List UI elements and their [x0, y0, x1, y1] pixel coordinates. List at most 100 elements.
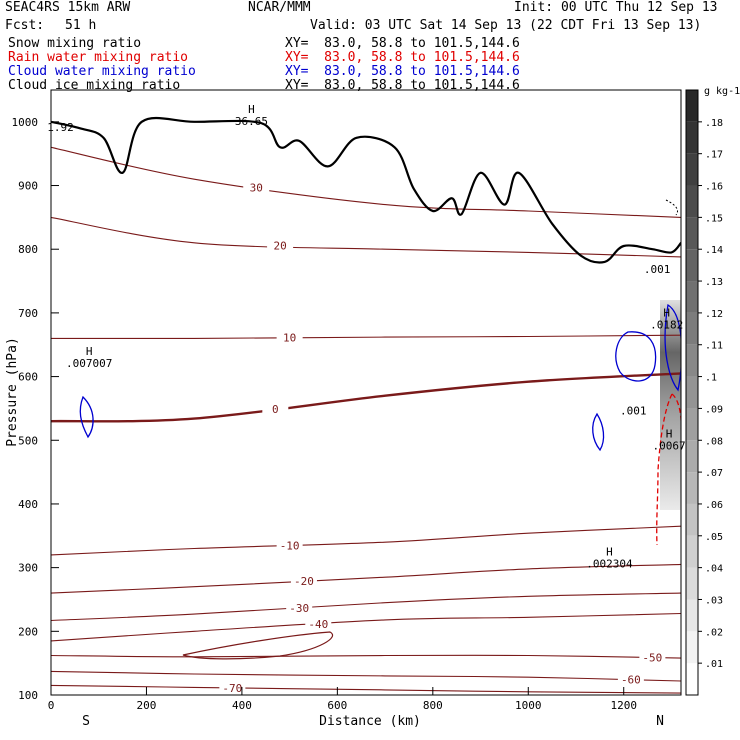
extremum-value: .007007 — [66, 357, 112, 370]
x-tick-label: 1000 — [515, 699, 542, 712]
cloud-water-contour — [615, 331, 657, 382]
temperature-contour — [51, 334, 681, 340]
extremum-value: .0182 — [650, 319, 683, 332]
south-end-label: S — [82, 714, 90, 729]
x-tick-label: 1200 — [610, 699, 637, 712]
extremum-marker: H — [663, 307, 670, 320]
extremum-value: .0067 — [653, 440, 686, 453]
colorbar-swatch — [686, 503, 698, 536]
temperature-contour — [51, 654, 681, 659]
temperature-contour — [51, 592, 681, 622]
colorbar-swatch — [686, 631, 698, 664]
organization: NCAR/MMM — [248, 0, 311, 15]
forecast-hour: 51 h — [65, 18, 97, 33]
terrain-profile — [51, 116, 681, 264]
colorbar-tick-label: .02 — [705, 627, 723, 638]
x-tick-label: 400 — [232, 699, 252, 712]
y-tick-label: 900 — [18, 180, 38, 193]
contour-label-bg — [267, 239, 294, 252]
extremum-value: 1.92 — [47, 121, 74, 134]
contour-label: 10 — [283, 332, 296, 345]
y-tick-label: 200 — [18, 625, 38, 638]
colorbar-tick-label: .05 — [705, 532, 723, 543]
colorbar-swatch — [686, 153, 698, 186]
extremum-marker: H — [666, 428, 673, 441]
x-tick-label: 200 — [137, 699, 157, 712]
x-tick-label: 0 — [48, 699, 55, 712]
colorbar-swatch — [686, 440, 698, 473]
colorbar-swatch — [686, 344, 698, 377]
contour-label-bg — [276, 331, 303, 344]
contour-label: -60 — [621, 674, 641, 687]
colorbar-swatch — [686, 472, 698, 504]
colorbar-tick-label: .11 — [705, 341, 723, 352]
extremum-value: .001 — [644, 263, 671, 276]
temperature-closed-contour — [665, 199, 679, 216]
extremum-marker: H — [86, 345, 93, 358]
valid-time: Valid: 03 UTC Sat 14 Sep 13 (22 CDT Fri … — [310, 18, 702, 33]
extremum-marker: H — [248, 103, 255, 116]
init-time: Init: 00 UTC Thu 12 Sep 13 — [514, 0, 718, 15]
colorbar-tick-label: .15 — [705, 213, 723, 224]
y-tick-label: 100 — [18, 689, 38, 702]
y-tick-label: 500 — [18, 434, 38, 447]
colorbar-tick-label: .01 — [705, 659, 723, 670]
contour-label-bg — [286, 601, 313, 614]
temperature-contour — [51, 612, 681, 642]
temperature-contour — [51, 563, 681, 594]
colorbar-tick-label: .14 — [705, 245, 723, 256]
colorbar-tick-label: .1 — [705, 373, 717, 384]
contour-label-bg — [219, 681, 246, 694]
y-tick-label: 1000 — [12, 116, 39, 129]
colorbar-tick-label: .04 — [705, 564, 723, 575]
contour-label: -30 — [289, 602, 309, 615]
cloud-water-contour — [79, 395, 94, 439]
field-xy-rain: XY= 83.0, 58.8 to 101.5,144.6 — [285, 50, 520, 65]
temperature-contour — [51, 684, 681, 694]
contour-label: 20 — [273, 240, 286, 253]
x-tick-label: 600 — [327, 699, 347, 712]
extremum-value: 36.65 — [235, 115, 268, 128]
colorbar-tick-label: .06 — [705, 500, 723, 511]
y-tick-label: 400 — [18, 498, 38, 511]
contour-label-bg — [243, 181, 270, 194]
model-name: SEAC4RS 15km ARW — [5, 0, 131, 15]
colorbar-swatch — [686, 90, 698, 122]
contour-label-bg — [639, 651, 666, 664]
plot-frame — [50, 89, 682, 696]
contour-label: -50 — [642, 652, 662, 665]
colorbar-frame — [685, 89, 699, 696]
field-xy-cloud-water: XY= 83.0, 58.8 to 101.5,144.6 — [285, 64, 520, 79]
field-name-cloud-water: Cloud water mixing ratio — [8, 64, 196, 79]
contour-label-bg — [617, 673, 644, 686]
temperature-contour — [51, 146, 681, 218]
colorbar-tick-label: .08 — [705, 436, 723, 447]
field-name-rain: Rain water mixing ratio — [8, 50, 189, 65]
colorbar-tick-label: .07 — [705, 468, 723, 479]
field-name-snow: Snow mixing ratio — [8, 36, 142, 51]
temperature-closed-contour — [182, 631, 333, 660]
colorbar-tick-label: .18 — [705, 118, 723, 129]
colorbar-tick-label: .09 — [705, 404, 723, 415]
colorbar-tick-label: .17 — [705, 150, 723, 161]
north-end-label: N — [656, 714, 664, 729]
colorbar-swatch — [686, 599, 698, 632]
colorbar-swatch — [686, 663, 698, 695]
field-name-cloud-ice: Cloud ice mixing ratio — [8, 78, 181, 93]
contour-label: -20 — [294, 575, 314, 588]
colorbar-swatch — [686, 376, 698, 409]
y-tick-label: 300 — [18, 562, 38, 575]
extremum-marker: H — [606, 545, 613, 558]
contour-label-bg — [290, 575, 317, 588]
y-axis-label: Pressure (hPa) — [5, 337, 20, 447]
cloud-water-contour — [592, 412, 605, 452]
contour-label-bg — [276, 539, 303, 552]
y-tick-label: 700 — [18, 307, 38, 320]
temperature-contour — [51, 525, 681, 556]
x-axis-label: Distance (km) — [319, 714, 421, 729]
contour-label: -70 — [222, 682, 242, 695]
colorbar-tick-label: .13 — [705, 277, 723, 288]
contour-label-bg — [262, 402, 289, 415]
rain-contour — [671, 393, 681, 430]
